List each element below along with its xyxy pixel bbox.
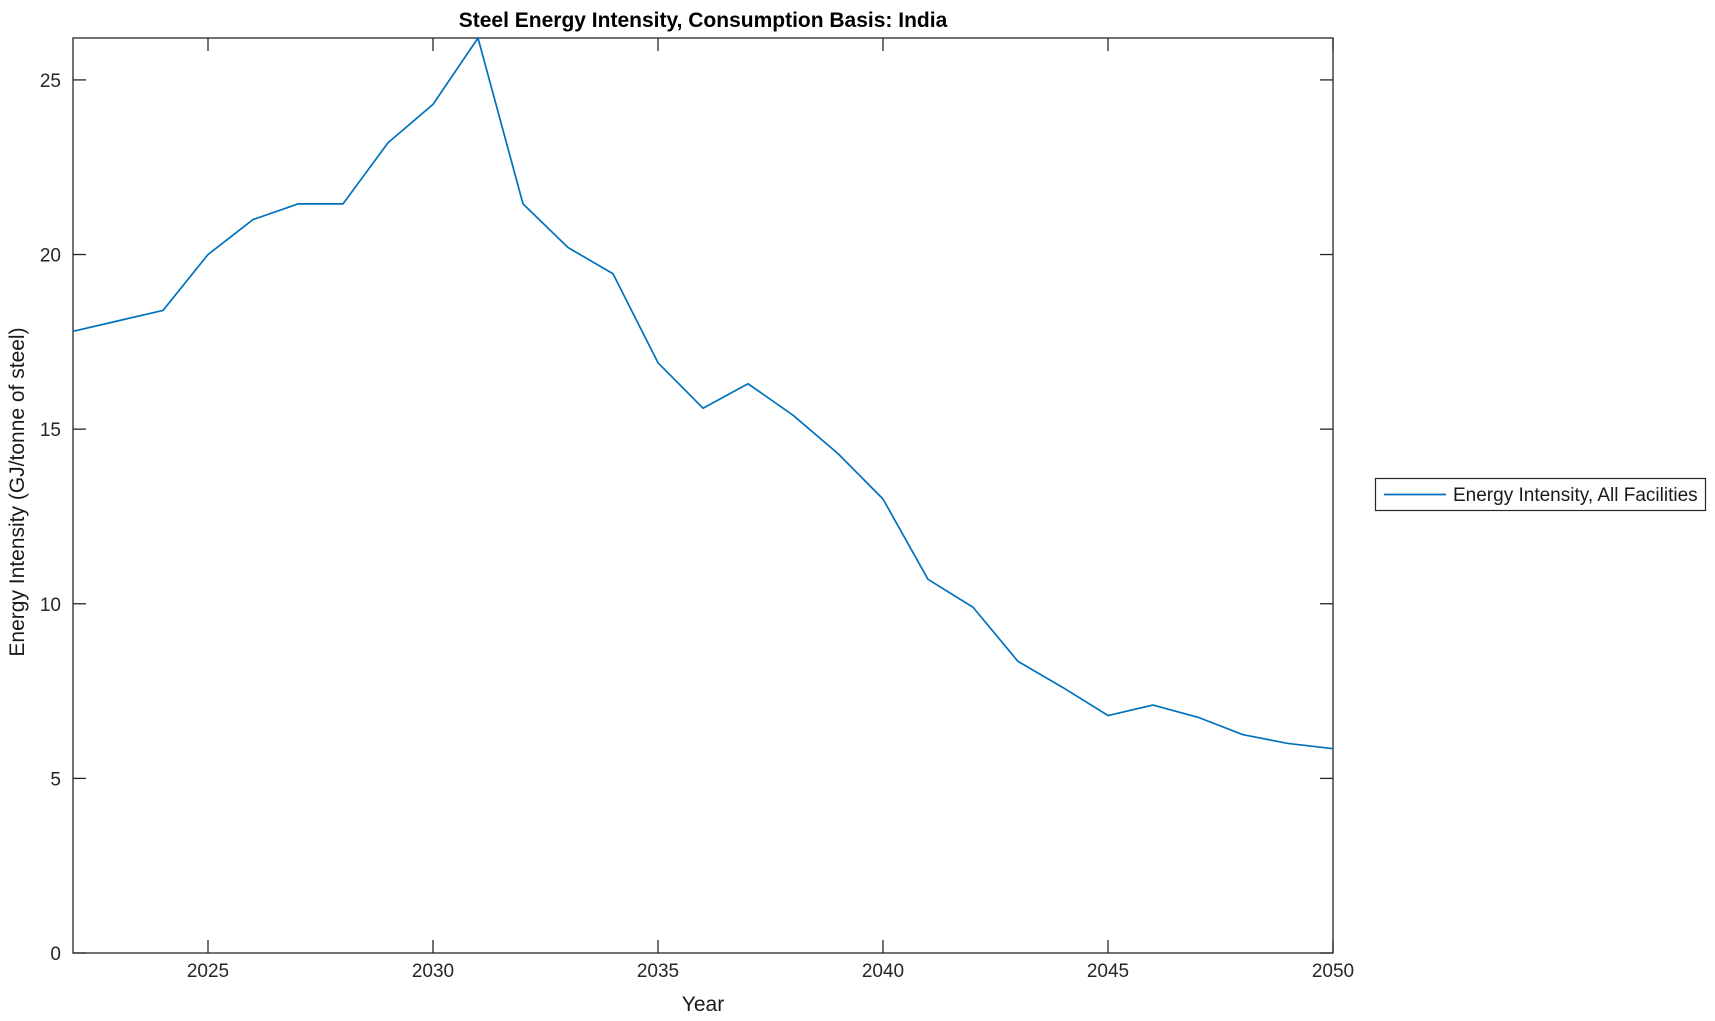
chart-title: Steel Energy Intensity, Consumption Basi… bbox=[459, 9, 948, 32]
y-tick-label: 25 bbox=[40, 71, 61, 92]
y-tick-label: 15 bbox=[40, 420, 61, 441]
y-tick-label: 0 bbox=[50, 944, 61, 965]
data-series bbox=[72, 37, 1334, 750]
x-tick-label: 2045 bbox=[1087, 961, 1129, 982]
series-line bbox=[72, 37, 1334, 750]
x-tick-label: 2025 bbox=[187, 961, 229, 982]
legend-entry-label: Energy Intensity, All Facilities bbox=[1453, 485, 1698, 506]
y-tick-label: 10 bbox=[40, 595, 61, 616]
plot-area bbox=[72, 37, 1334, 954]
y-tick-label: 5 bbox=[50, 769, 61, 790]
x-tick-label: 2030 bbox=[412, 961, 454, 982]
axis-ticks bbox=[73, 38, 1334, 954]
x-tick-label: 2050 bbox=[1312, 961, 1354, 982]
x-tick-label: 2035 bbox=[637, 961, 679, 982]
y-tick-label: 20 bbox=[40, 246, 61, 267]
x-axis-label: Year bbox=[682, 993, 724, 1016]
legend: Energy Intensity, All Facilities bbox=[1374, 477, 1707, 512]
y-axis-label: Energy Intensity (GJ/tonne of steel) bbox=[6, 327, 29, 656]
x-tick-label: 2040 bbox=[862, 961, 904, 982]
